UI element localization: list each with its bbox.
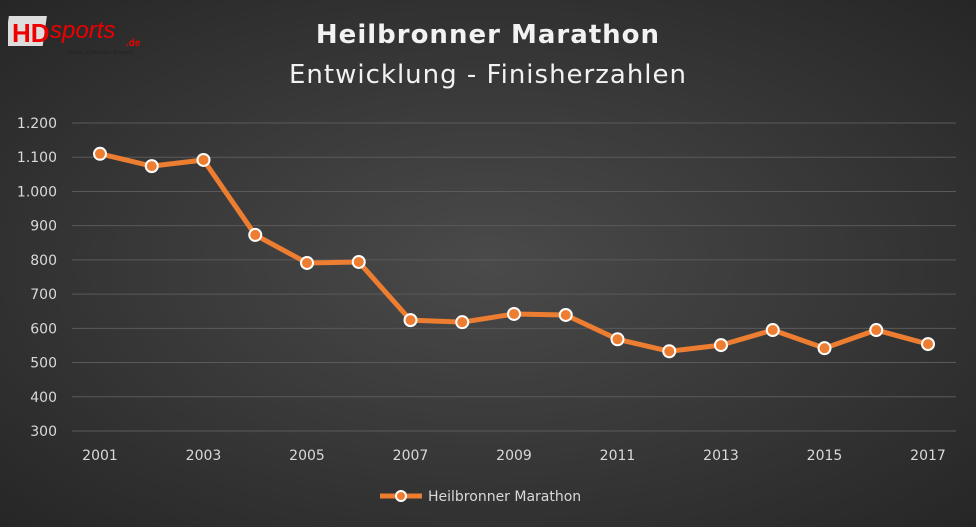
data-point [248, 227, 263, 242]
y-tick-label: 300 [30, 424, 57, 440]
y-tick-label: 1.000 [17, 184, 57, 200]
svg-text:sports: sports [50, 17, 115, 44]
data-point [403, 313, 418, 328]
chart-title: Heilbronner Marathon [315, 20, 661, 50]
y-tick-label: 600 [30, 321, 57, 337]
data-point [714, 338, 728, 353]
data-point [921, 337, 935, 352]
legend-marker [395, 490, 407, 502]
data-point [558, 307, 573, 322]
x-tick-label: 2011 [600, 448, 636, 464]
y-tick-label: 800 [30, 253, 57, 269]
x-tick-label: 2007 [393, 448, 429, 464]
y-tick-label: 700 [30, 287, 57, 303]
data-point [817, 341, 832, 356]
data-point [300, 255, 314, 270]
y-tick-label: 1.100 [17, 150, 57, 166]
x-tick-label: 2013 [703, 448, 739, 464]
x-tick-label: 2017 [910, 448, 946, 464]
data-point [765, 323, 780, 338]
y-tick-label: 400 [30, 390, 57, 406]
svg-text:.de: .de [126, 38, 141, 49]
y-tick-label: 500 [30, 356, 57, 372]
svg-text:HD: HD [12, 18, 50, 48]
x-tick-label: 2005 [289, 448, 325, 464]
data-point [455, 315, 470, 330]
x-tick-label: 2001 [82, 448, 118, 464]
data-point [196, 152, 211, 167]
hdsports-logo: HD sports .de Home of Distance Runners [8, 16, 141, 56]
chart-subtitle: Entwicklung - Finisherzahlen [289, 60, 687, 90]
x-tick-label: 2003 [186, 448, 222, 464]
data-point [144, 159, 159, 174]
data-point [610, 332, 625, 347]
svg-text:Home of Distance Runners: Home of Distance Runners [68, 49, 134, 56]
x-tick-label: 2009 [496, 448, 532, 464]
data-point [93, 146, 107, 161]
y-tick-label: 1.200 [17, 116, 57, 132]
data-point [869, 323, 884, 338]
y-tick-label: 900 [30, 219, 57, 235]
x-tick-label: 2015 [807, 448, 843, 464]
series-line [99, 151, 929, 354]
data-point [662, 344, 677, 359]
legend-label: Heilbronner Marathon [428, 489, 581, 505]
data-point [351, 254, 366, 269]
data-point [507, 306, 521, 321]
